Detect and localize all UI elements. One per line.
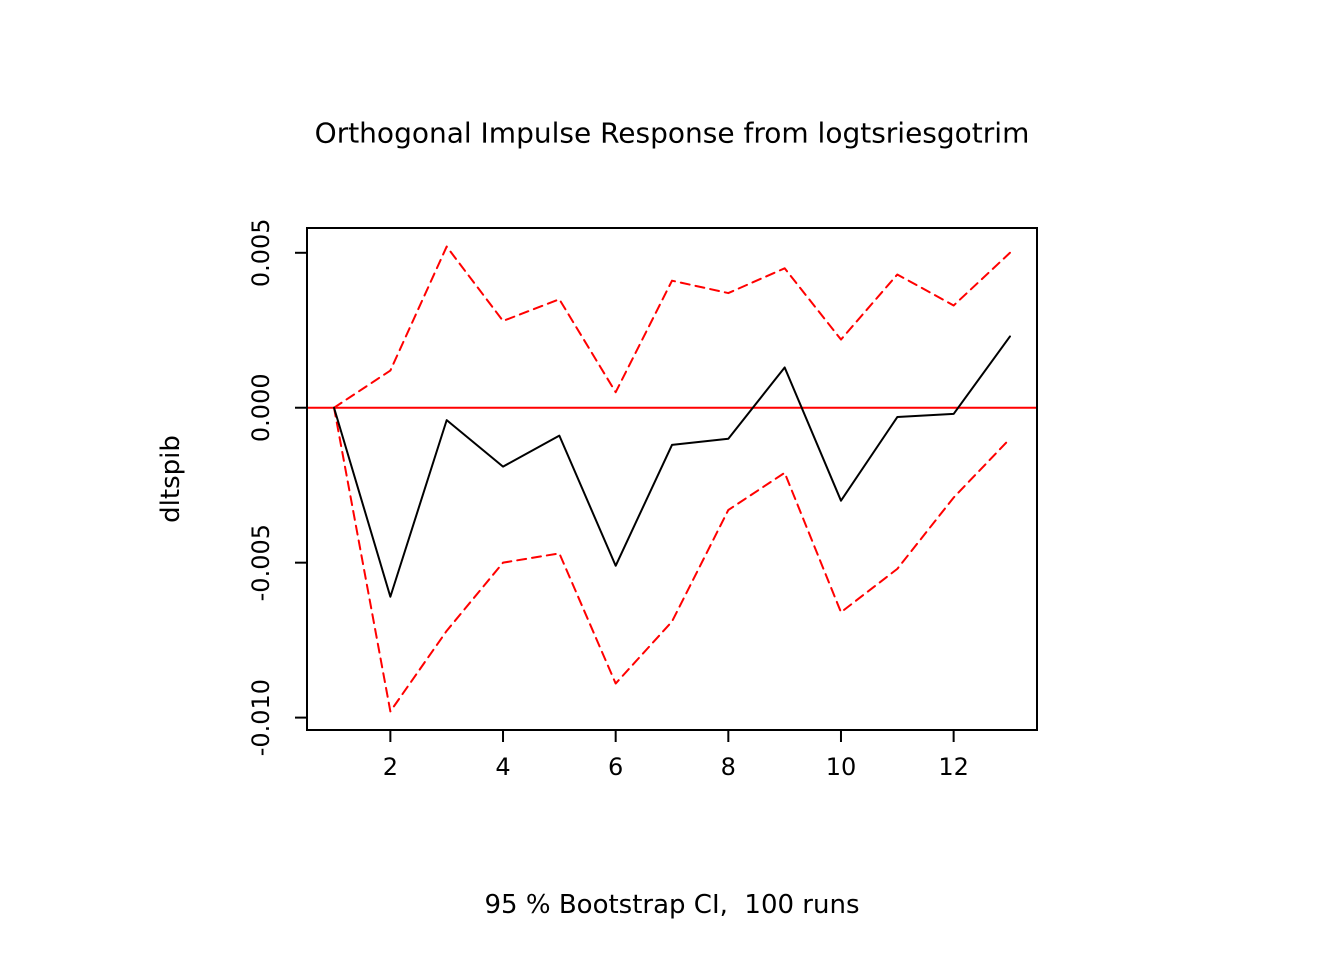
y-tick-label: 0.000 — [247, 373, 275, 442]
chart-caption: 95 % Bootstrap CI, 100 runs — [484, 890, 860, 920]
series-upper-ci-line — [333, 245, 1011, 409]
series-irf-line — [333, 335, 1011, 598]
plot-box — [306, 227, 1038, 731]
y-tick-label: -0.005 — [247, 524, 275, 601]
x-tick-label: 4 — [495, 753, 510, 781]
x-tick-label: 12 — [938, 753, 969, 781]
x-tick-label: 8 — [721, 753, 736, 781]
x-tick-label: 2 — [383, 753, 398, 781]
x-tick-label: 10 — [826, 753, 857, 781]
chart-title: Orthogonal Impulse Response from logtsri… — [314, 116, 1030, 150]
x-tick-label: 6 — [608, 753, 623, 781]
series-lower-ci-line — [333, 406, 1011, 713]
y-tick-label: -0.010 — [247, 679, 275, 756]
y-tick-label: 0.005 — [247, 218, 275, 287]
